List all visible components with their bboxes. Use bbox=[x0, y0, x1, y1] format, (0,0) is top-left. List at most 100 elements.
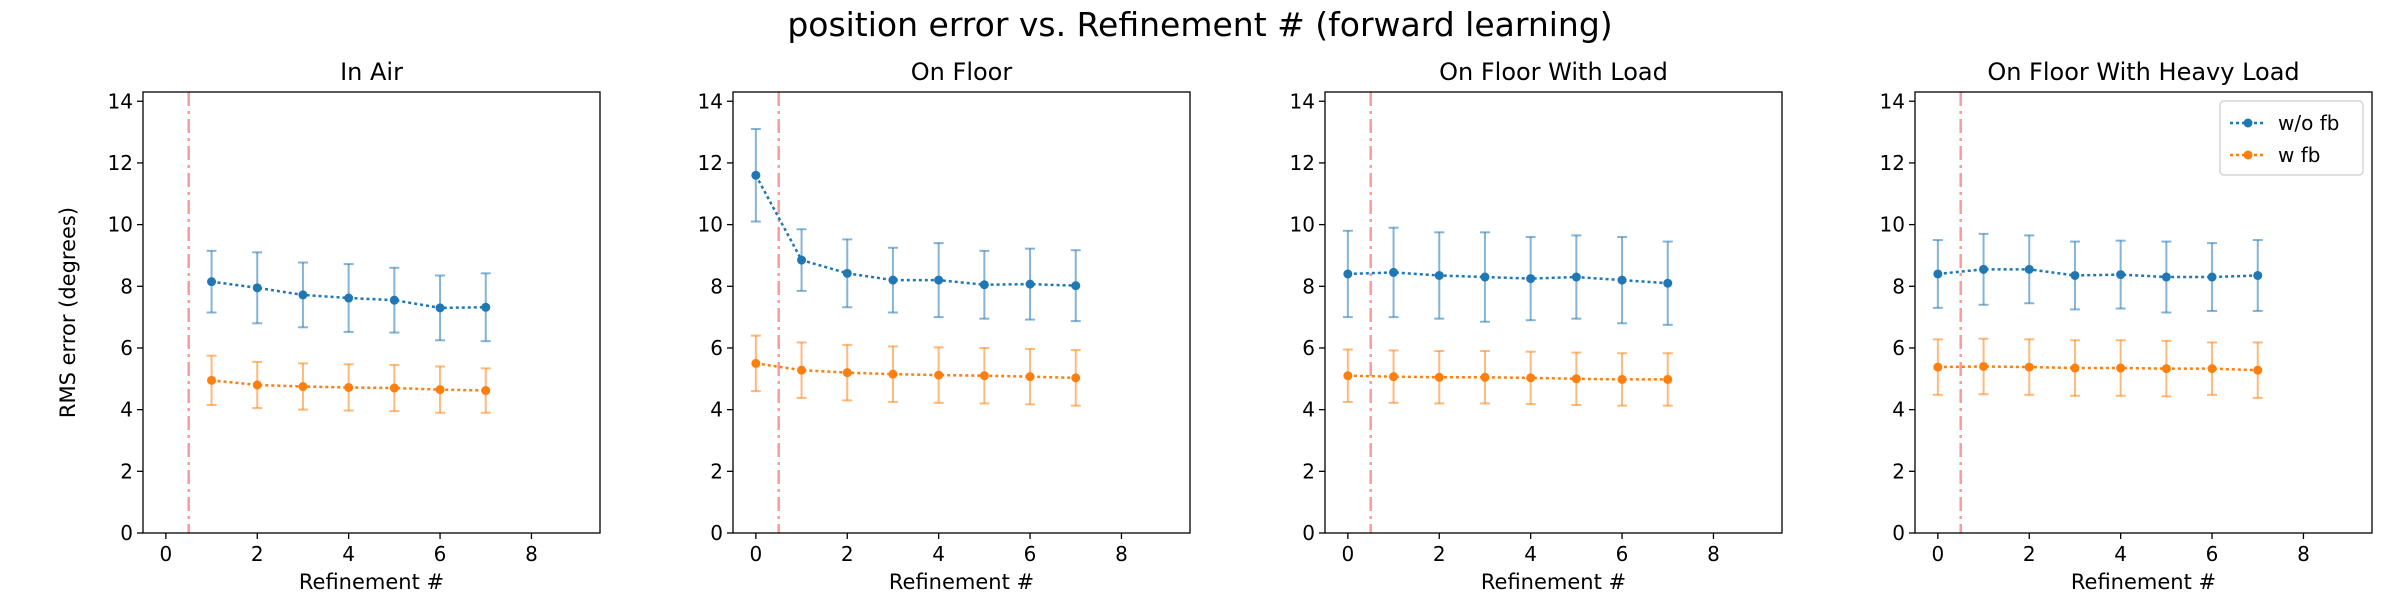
data-point bbox=[1617, 275, 1627, 285]
x-tick-label: 2 bbox=[251, 542, 264, 566]
data-point bbox=[481, 302, 491, 312]
data-point bbox=[207, 375, 217, 385]
y-tick-label: 6 bbox=[710, 336, 723, 360]
panel-2: On Floor 0 2 4 6 8 0 2 4 6 8 10 12 14 Refinement # bbox=[698, 58, 1191, 594]
data-point bbox=[1617, 374, 1627, 384]
y-tick-label: 10 bbox=[698, 213, 723, 237]
x-tick-label: 6 bbox=[2206, 542, 2219, 566]
y-tick-label: 12 bbox=[108, 151, 133, 175]
data-point bbox=[2207, 364, 2217, 374]
y-tick-label: 14 bbox=[108, 89, 133, 113]
y-tick-label: 10 bbox=[108, 213, 133, 237]
panel-1: In Air 0 2 4 6 8 0 2 4 6 8 10 12 14 Refinement # RMS er… bbox=[56, 58, 601, 594]
data-point bbox=[1071, 373, 1081, 383]
y-tick-label: 10 bbox=[1880, 213, 1905, 237]
data-point bbox=[2253, 270, 2263, 280]
data-point bbox=[979, 371, 989, 381]
panel-title: On Floor With Load bbox=[1439, 58, 1668, 86]
data-point bbox=[252, 283, 262, 293]
legend-label: w fb bbox=[2278, 143, 2320, 167]
series-wo-fb bbox=[206, 249, 491, 343]
y-axis-label: RMS error (degrees) bbox=[56, 207, 80, 418]
data-point bbox=[207, 277, 217, 287]
data-point bbox=[1933, 269, 1943, 279]
x-tick-label: 0 bbox=[159, 542, 172, 566]
data-point bbox=[797, 365, 807, 375]
y-tick-label: 12 bbox=[1880, 151, 1905, 175]
data-point bbox=[344, 293, 354, 303]
series-line bbox=[1347, 271, 1668, 285]
series-line bbox=[1347, 374, 1668, 381]
panel-4: On Floor With Heavy Load 0 2 4 6 8 0 2 4 6 8 10 12 14… bbox=[1880, 58, 2373, 594]
y-tick-label: 4 bbox=[710, 398, 723, 422]
data-point bbox=[1434, 372, 1444, 382]
legend-marker bbox=[2243, 118, 2253, 128]
series-line bbox=[754, 174, 1076, 287]
y-tick-label: 10 bbox=[1290, 213, 1315, 237]
x-tick-label: 2 bbox=[1433, 542, 1446, 566]
x-tick-label: 8 bbox=[525, 542, 538, 566]
legend-label: w/o fb bbox=[2278, 111, 2339, 135]
data-point bbox=[2024, 362, 2034, 372]
data-point bbox=[1025, 372, 1035, 382]
x-tick-label: 6 bbox=[434, 542, 447, 566]
x-tick-label: 0 bbox=[1931, 542, 1944, 566]
data-point bbox=[934, 370, 944, 380]
axes-frame bbox=[142, 91, 601, 534]
data-point bbox=[751, 358, 761, 368]
axes-frame bbox=[1914, 91, 2373, 534]
data-point bbox=[1663, 278, 1673, 288]
data-point bbox=[1389, 372, 1399, 382]
y-tick-label: 8 bbox=[710, 274, 723, 298]
data-point bbox=[1025, 279, 1035, 289]
x-tick-label: 2 bbox=[2023, 542, 2036, 566]
data-point bbox=[1480, 372, 1490, 382]
data-point bbox=[1571, 374, 1581, 384]
data-point bbox=[1389, 267, 1399, 277]
axes-frame bbox=[1324, 91, 1783, 534]
figure-suptitle: position error vs. Refinement # (forward… bbox=[787, 5, 1612, 44]
axes-frame bbox=[732, 91, 1191, 534]
data-point bbox=[1480, 272, 1490, 282]
series-wo-fb bbox=[750, 128, 1081, 323]
data-point bbox=[888, 369, 898, 379]
data-point bbox=[252, 380, 262, 390]
data-point bbox=[842, 268, 852, 278]
data-point bbox=[2161, 272, 2171, 282]
x-tick-label: 6 bbox=[1024, 542, 1037, 566]
x-axis-label: Refinement # bbox=[2071, 570, 2216, 594]
x-tick-label: 0 bbox=[1341, 542, 1354, 566]
y-tick-label: 4 bbox=[1302, 398, 1315, 422]
x-tick-label: 8 bbox=[2297, 542, 2310, 566]
y-tick-label: 2 bbox=[1302, 459, 1315, 483]
data-point bbox=[1979, 264, 1989, 274]
data-point bbox=[797, 255, 807, 265]
series-w-fb bbox=[206, 354, 491, 414]
x-tick-label: 4 bbox=[2114, 542, 2127, 566]
legend-frame bbox=[2219, 100, 2364, 176]
y-tick-label: 0 bbox=[120, 521, 133, 545]
data-point bbox=[435, 385, 445, 395]
data-point bbox=[751, 170, 761, 180]
data-point bbox=[1663, 374, 1673, 384]
data-point bbox=[1526, 274, 1536, 284]
data-point bbox=[1526, 373, 1536, 383]
data-point bbox=[344, 382, 354, 392]
x-axis-label: Refinement # bbox=[889, 570, 1034, 594]
data-point bbox=[2161, 364, 2171, 374]
y-tick-label: 6 bbox=[1892, 336, 1905, 360]
y-tick-label: 2 bbox=[1892, 459, 1905, 483]
y-tick-label: 0 bbox=[1892, 521, 1905, 545]
data-point bbox=[298, 290, 308, 300]
data-point bbox=[1071, 281, 1081, 291]
data-point bbox=[2207, 272, 2217, 282]
y-tick-label: 8 bbox=[1892, 274, 1905, 298]
x-axis-label: Refinement # bbox=[299, 570, 444, 594]
y-tick-label: 6 bbox=[120, 336, 133, 360]
data-point bbox=[435, 303, 445, 313]
y-tick-label: 8 bbox=[120, 274, 133, 298]
x-tick-label: 8 bbox=[1115, 542, 1128, 566]
data-point bbox=[2070, 363, 2080, 373]
y-tick-label: 12 bbox=[698, 151, 723, 175]
y-tick-label: 4 bbox=[120, 398, 133, 422]
